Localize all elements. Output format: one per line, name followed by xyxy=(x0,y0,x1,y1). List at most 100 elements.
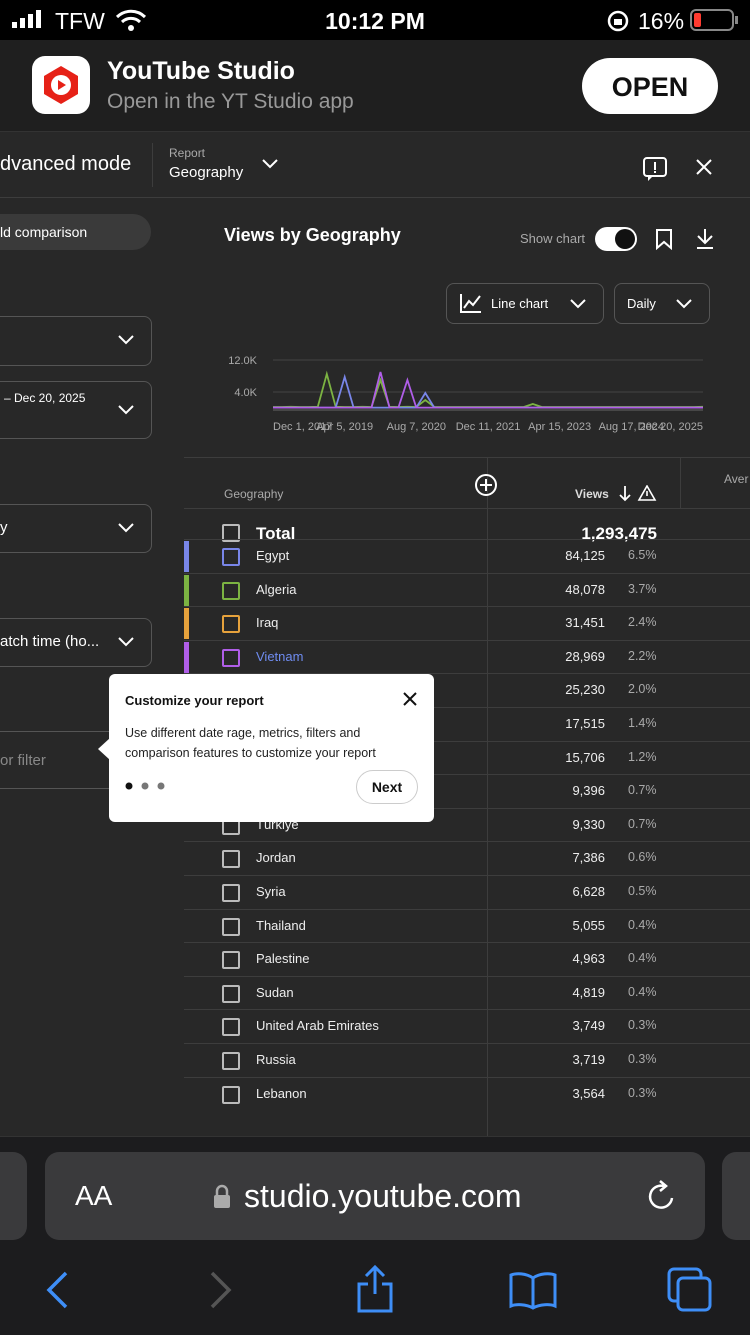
checkbox[interactable] xyxy=(222,850,240,869)
interval-dropdown[interactable] xyxy=(614,283,710,324)
row-name[interactable]: Palestine xyxy=(256,951,310,967)
checkbox[interactable] xyxy=(222,984,240,1003)
checkbox[interactable] xyxy=(222,1085,240,1104)
back-button[interactable] xyxy=(44,1270,72,1310)
x-tick-label: Dec 1, 2017 xyxy=(273,421,332,433)
checkbox[interactable] xyxy=(222,548,240,566)
share-button[interactable] xyxy=(355,1264,395,1314)
add-plus-v xyxy=(485,479,487,491)
row-views: 7,386 xyxy=(572,850,605,866)
row-views: 6,628 xyxy=(572,884,605,899)
checkbox[interactable] xyxy=(222,884,240,902)
checkbox[interactable] xyxy=(222,951,240,970)
row-name[interactable]: Egypt xyxy=(256,548,290,563)
row-name[interactable]: Sudan xyxy=(256,984,294,1000)
row-name[interactable]: United Arab Emirates xyxy=(256,1018,379,1034)
checkbox[interactable] xyxy=(222,615,240,634)
dimension-dropdown[interactable] xyxy=(0,504,152,553)
interval-label: Daily xyxy=(627,296,656,311)
series-color-bar xyxy=(184,608,189,640)
wifi-icon xyxy=(115,9,147,31)
row-divider xyxy=(184,606,750,608)
popup-close[interactable] xyxy=(402,691,418,707)
row-divider xyxy=(184,807,750,809)
clock: 10:12 PM xyxy=(325,8,425,34)
popup-pointer xyxy=(98,738,110,760)
forward-button[interactable] xyxy=(206,1270,234,1310)
checkbox[interactable] xyxy=(222,917,240,936)
banner-subtitle: Open in the YT Studio app xyxy=(107,90,354,113)
column-divider xyxy=(680,458,681,508)
row-name[interactable]: Russia xyxy=(256,1052,296,1067)
checkbox[interactable] xyxy=(222,648,240,667)
report-value[interactable]: Geography xyxy=(169,164,244,181)
date-dropdown[interactable] xyxy=(0,381,152,439)
comparison-button[interactable] xyxy=(0,214,151,250)
text-size-button[interactable]: AA xyxy=(75,1180,113,1211)
row-views: 4,963 xyxy=(572,951,605,967)
row-name[interactable]: Jordan xyxy=(256,850,296,866)
dropdown[interactable] xyxy=(0,316,152,366)
row-divider xyxy=(184,942,750,944)
url[interactable]: studio.youtube.com xyxy=(244,1178,522,1214)
feedback-icon[interactable] xyxy=(642,156,668,182)
row-views: 9,330 xyxy=(572,816,605,832)
row-views: 28,969 xyxy=(565,648,605,664)
open-button[interactable]: OPEN xyxy=(582,58,718,114)
checkbox[interactable] xyxy=(222,1052,240,1070)
download-icon[interactable] xyxy=(694,227,716,251)
row-divider xyxy=(184,572,750,574)
row-name[interactable]: Algeria xyxy=(256,581,297,597)
row-divider xyxy=(184,975,750,977)
row-views: 3,749 xyxy=(572,1018,605,1034)
signal-icon xyxy=(12,10,41,28)
header-metric[interactable]: Views xyxy=(575,487,609,501)
row-share: 0.5% xyxy=(628,884,657,898)
row-share: 0.4% xyxy=(628,917,657,932)
total-views: 1,293,475 xyxy=(581,524,657,543)
carrier: TFW xyxy=(55,8,105,34)
report-dropdown[interactable] xyxy=(260,156,280,172)
row-share: 6.5% xyxy=(628,548,657,562)
column-divider xyxy=(487,458,488,1137)
tour-popup: Customize your report Use different date… xyxy=(109,674,434,822)
app-icon xyxy=(32,56,90,114)
popup-title: Customize your report xyxy=(125,693,264,708)
row-name[interactable]: Syria xyxy=(256,884,286,899)
reload-icon[interactable] xyxy=(646,1180,678,1214)
row-name[interactable]: Iraq xyxy=(256,615,279,631)
row-name[interactable]: Lebanon xyxy=(256,1085,307,1101)
row-views: 25,230 xyxy=(565,682,605,698)
checkbox[interactable] xyxy=(222,524,240,542)
close-icon[interactable] xyxy=(694,157,714,177)
address-bar[interactable] xyxy=(45,1152,705,1240)
dropdown-arrow xyxy=(118,523,134,533)
row-name[interactable]: Thailand xyxy=(256,917,306,933)
orientation-lock-icon xyxy=(607,10,629,32)
row-name[interactable]: Vietnam xyxy=(256,648,304,664)
series-line xyxy=(273,371,703,409)
y-tick-label: 12.0K xyxy=(228,355,257,367)
chart-type-dropdown[interactable] xyxy=(446,283,604,324)
dropdown-arrow xyxy=(570,299,586,309)
dropdown-arrow xyxy=(118,637,134,647)
row-share: 0.4% xyxy=(628,951,657,966)
show-chart-toggle[interactable] xyxy=(594,226,638,252)
row-share: 2.2% xyxy=(628,648,657,663)
checkbox[interactable] xyxy=(222,581,240,600)
bookmarks-button[interactable] xyxy=(508,1270,558,1310)
add-column-button[interactable] xyxy=(475,474,497,496)
comparison-label[interactable]: ld comparison xyxy=(0,224,88,240)
prev-tab[interactable] xyxy=(0,1152,27,1240)
row-share: 0.7% xyxy=(628,816,657,831)
x-tick-label: Apr 15, 2023 xyxy=(528,421,591,433)
bookmark-icon[interactable] xyxy=(654,228,674,250)
next-tab[interactable] xyxy=(722,1152,750,1240)
next-button[interactable]: Next xyxy=(356,770,418,804)
metric-dropdown[interactable] xyxy=(0,618,152,667)
checkbox[interactable] xyxy=(222,1018,240,1037)
tabs-button[interactable] xyxy=(666,1266,714,1314)
row-views: 31,451 xyxy=(565,615,605,631)
mode-label[interactable]: dvanced mode xyxy=(0,153,132,175)
